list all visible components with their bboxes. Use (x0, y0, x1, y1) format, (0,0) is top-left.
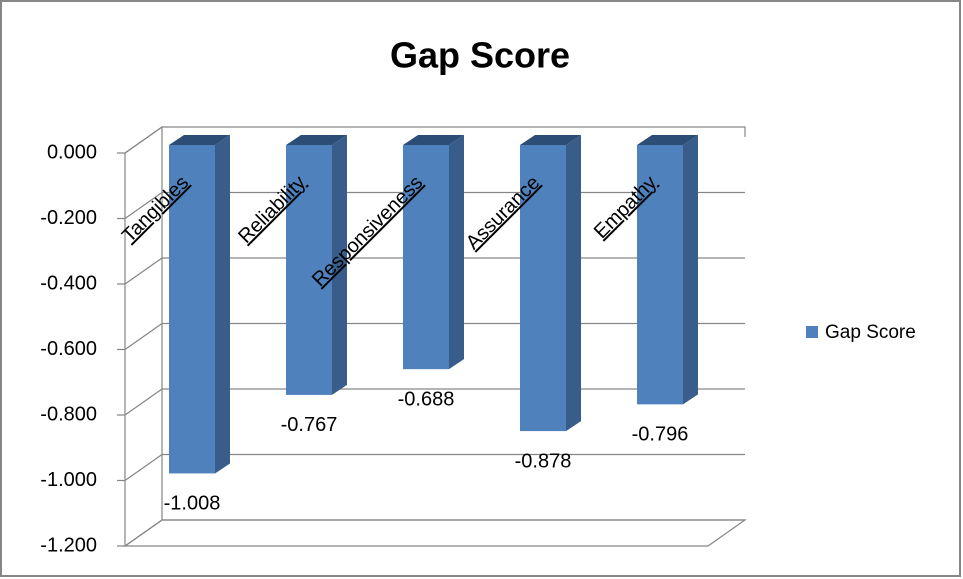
y-tick-label: -0.400 (40, 272, 97, 294)
bar (637, 135, 698, 405)
bar-face (286, 135, 347, 145)
value-label: -0.767 (281, 414, 338, 436)
y-tick-label: -0.200 (40, 207, 97, 229)
bar-face (449, 135, 464, 370)
bar (403, 135, 464, 370)
bar-face (403, 145, 449, 370)
y-tick-label: -0.600 (40, 338, 97, 360)
bar-face (403, 135, 464, 145)
bar-face (566, 135, 581, 432)
bar (169, 135, 230, 474)
bar-face (169, 135, 230, 145)
value-label: -0.688 (398, 388, 455, 410)
bar-face (637, 135, 698, 145)
bar-face (520, 145, 566, 432)
bar-face (332, 135, 347, 395)
bar (286, 135, 347, 395)
y-tick-label: 0.000 (47, 141, 97, 163)
bar-face (637, 145, 683, 405)
value-label: -0.796 (632, 424, 689, 446)
grid-line (117, 453, 745, 482)
bar-face (683, 135, 698, 405)
bar-face (520, 135, 581, 145)
grid-line (117, 388, 745, 416)
bar-face (215, 135, 230, 474)
bar (520, 135, 581, 432)
bar-face (169, 145, 215, 474)
y-tick-label: -1.000 (40, 469, 97, 491)
floor (123, 519, 747, 547)
legend-swatch (806, 326, 818, 338)
value-label: -1.008 (164, 493, 221, 515)
y-tick-label: -1.200 (40, 534, 97, 556)
chart-title: Gap Score (390, 35, 570, 76)
value-label: -0.878 (515, 450, 572, 472)
bar-face (286, 145, 332, 395)
y-tick-label: -0.800 (40, 403, 97, 425)
grid-line (117, 126, 746, 154)
legend-label: Gap Score (825, 322, 916, 343)
